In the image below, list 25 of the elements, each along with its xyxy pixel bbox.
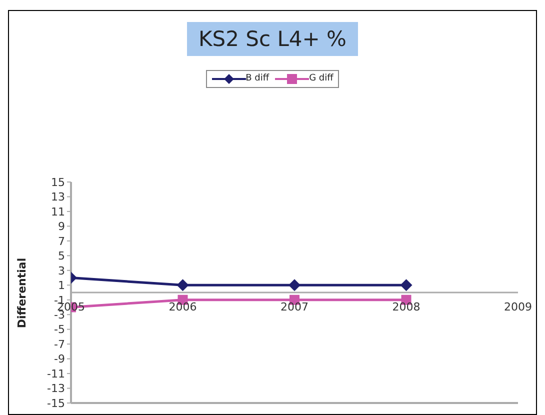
chart-title: KS2 Sc L4+ %	[186, 22, 358, 56]
x-tick-label: 2008	[392, 300, 420, 314]
y-tick-label: -15	[47, 396, 65, 410]
y-tick-label: 11	[51, 205, 65, 218]
y-tick-label: 13	[51, 190, 65, 204]
x-tick-label: 2006	[168, 300, 197, 314]
y-tick-label: 3	[58, 264, 65, 278]
point	[288, 279, 300, 292]
legend-label: B diff	[246, 74, 270, 84]
y-tick-label: -9	[54, 352, 65, 366]
y-tick-label: -11	[47, 367, 65, 380]
y-axis-title: Differential	[16, 257, 28, 328]
y-tick-label: -13	[47, 382, 65, 396]
y-tick-label: 1	[58, 279, 65, 292]
y-tick-label: 5	[58, 250, 65, 263]
y-tick-label: 7	[58, 234, 65, 248]
legend-label: G diff	[309, 74, 334, 84]
y-tick-label: -7	[54, 338, 65, 351]
x-tick-label: 2009	[504, 300, 532, 314]
point	[400, 279, 412, 292]
point	[176, 279, 189, 292]
x-tick-label: 2007	[280, 300, 308, 314]
y-tick-label: 15	[51, 176, 65, 189]
y-tick-label: -5	[54, 323, 65, 336]
y-tick-label: 9	[58, 220, 65, 234]
